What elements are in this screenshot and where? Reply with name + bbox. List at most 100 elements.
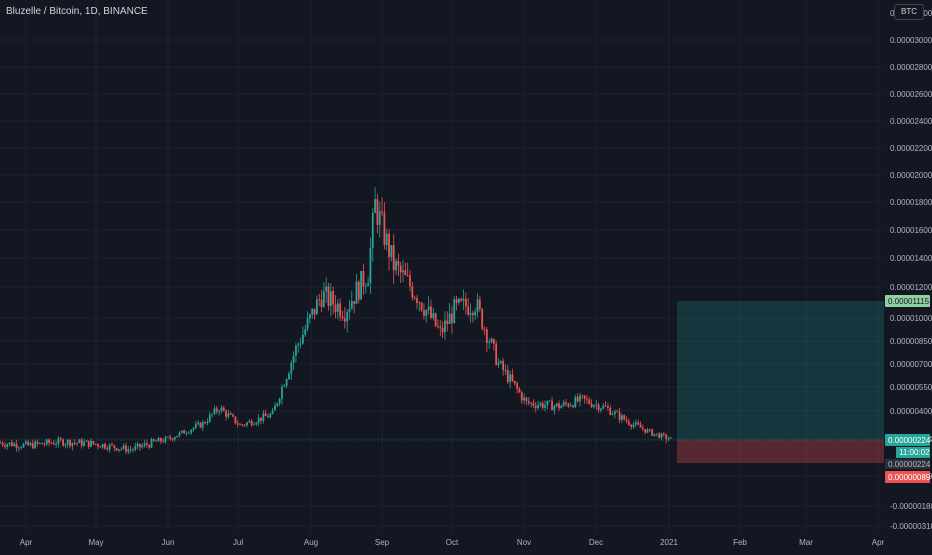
candle-body (150, 439, 153, 448)
candle-body (495, 343, 498, 365)
candle-body (609, 408, 612, 415)
target-price-tag-bg (885, 295, 930, 307)
candle-body (220, 407, 223, 412)
candle-body (641, 427, 644, 430)
candle-body (87, 440, 90, 447)
candle-body (99, 446, 102, 448)
candle-body (64, 444, 67, 446)
candle-body (611, 414, 614, 416)
candle-body (227, 413, 230, 417)
candle-body (80, 439, 83, 446)
candle-body (648, 429, 651, 431)
candle-body (437, 326, 439, 327)
candle-body (630, 424, 633, 427)
candle-body (62, 439, 65, 446)
candle-body (288, 373, 290, 380)
candle-body (306, 318, 309, 330)
candle-body (362, 270, 365, 287)
candle-body (157, 437, 160, 442)
y-tick-label: 0.00001600 (890, 226, 932, 235)
candle-body (518, 388, 521, 393)
candle-body (667, 438, 670, 440)
candle-body (586, 398, 588, 400)
candle-body (299, 343, 302, 345)
candle-body (22, 443, 25, 448)
candle-body (31, 443, 34, 449)
candle-body (581, 395, 584, 397)
x-tick-label: Dec (589, 538, 603, 547)
long-position-tool[interactable] (0, 301, 884, 463)
candle-body (10, 442, 13, 447)
x-tick-label: Apr (872, 538, 885, 547)
candle-body (471, 312, 474, 316)
candle-body (276, 403, 279, 406)
candle-body (125, 445, 127, 452)
candle-body (530, 402, 532, 404)
candle-body (225, 410, 227, 417)
price-tags: 0.00001115 0.00000224 11:00:02 0.00000224 0.… (885, 295, 931, 483)
entry-price-tag-bg (885, 434, 930, 446)
candle-body (485, 329, 488, 343)
candle-body (476, 299, 479, 312)
candle-body (497, 362, 500, 365)
candle-body (474, 311, 477, 316)
candle-body (29, 443, 32, 446)
candle-body (639, 424, 642, 428)
candle-body (367, 283, 370, 286)
candle-body (15, 443, 18, 448)
candle-body (595, 404, 598, 406)
candle-body (34, 441, 37, 449)
candle-body (576, 396, 579, 402)
candle-body (222, 407, 225, 411)
candle-body (92, 441, 95, 444)
candle-body (357, 281, 360, 300)
candle-body (97, 444, 99, 447)
currency-button[interactable]: BTC (894, 4, 924, 20)
candle-body (208, 414, 211, 422)
countdown-bg (896, 447, 930, 458)
candle-body (453, 299, 456, 324)
time-axis[interactable]: Apr May Jun Jul Aug Sep Oct Nov Dec 2021 Feb Mar Apr (20, 538, 885, 547)
candle-body (118, 449, 120, 451)
candle-body (243, 424, 246, 426)
candle-body (374, 199, 376, 213)
candle-body (371, 212, 374, 248)
candle-body (120, 448, 123, 450)
candle-body (169, 436, 172, 439)
candle-body (448, 313, 451, 324)
y-tick-label: 0.00003000 (890, 36, 932, 45)
candle-body (593, 405, 595, 408)
candle-body (178, 432, 181, 436)
candle-body (199, 422, 202, 428)
candle-body (308, 314, 311, 319)
candle-body (411, 286, 414, 298)
candle-body (290, 362, 293, 374)
y-tick-label: 0.00002000 (890, 171, 932, 180)
candle-body (467, 306, 470, 315)
candle-body (176, 435, 179, 438)
candle-body (197, 422, 200, 425)
candle-body (6, 444, 9, 447)
grid-lines (0, 0, 884, 532)
candle-body (269, 413, 272, 418)
stop-price-tag-bg (885, 471, 930, 483)
candle-body (127, 449, 130, 452)
candle-body (341, 316, 344, 319)
candle-body (381, 211, 383, 213)
y-tick-label: 0.00000400 (890, 407, 932, 416)
candle-body (385, 233, 388, 245)
candle-body (78, 439, 81, 443)
candle-body (327, 286, 330, 306)
candle-body (108, 444, 111, 450)
candle-body (332, 291, 335, 305)
candle-body (588, 399, 591, 404)
candle-body (73, 442, 76, 444)
candle-body (625, 419, 628, 422)
candle-body (541, 403, 544, 408)
candle-body (499, 361, 502, 363)
candle-body (502, 361, 505, 371)
candle-body (192, 427, 195, 430)
candle-body (406, 275, 409, 276)
